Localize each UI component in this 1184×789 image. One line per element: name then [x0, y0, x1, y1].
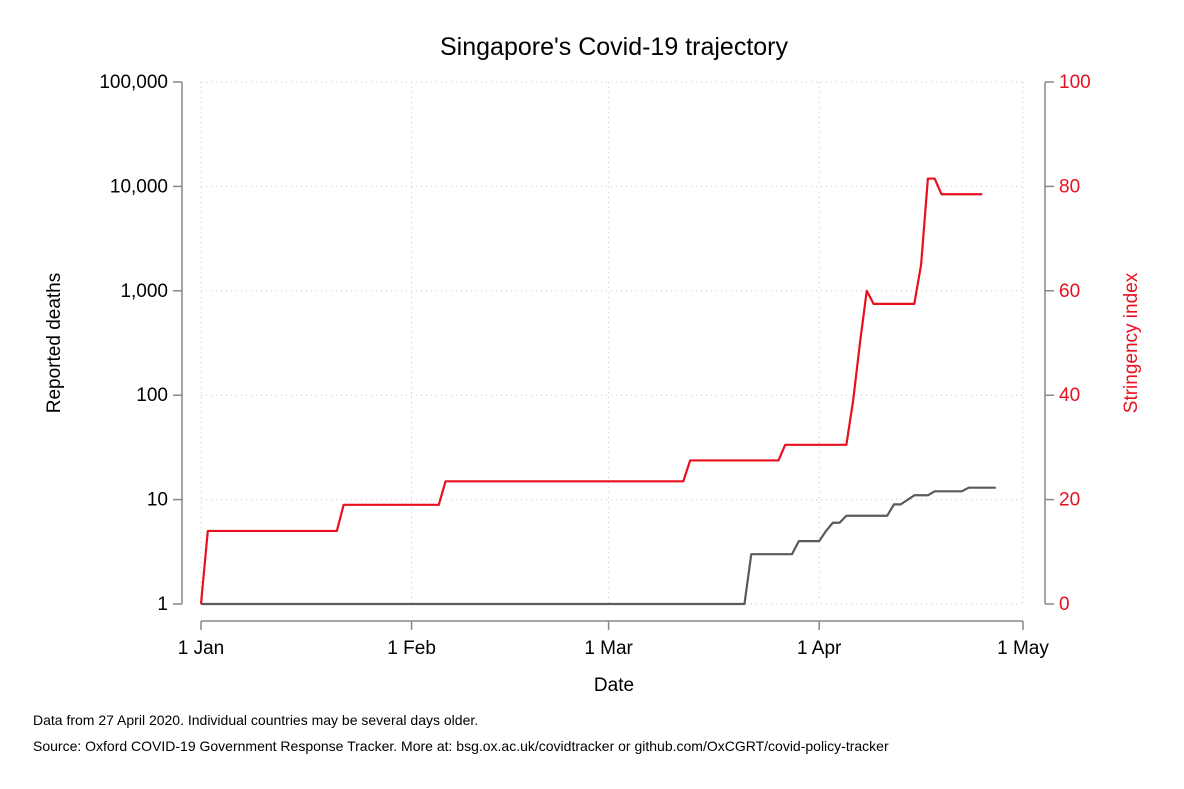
y-tick-label: 1	[157, 594, 168, 615]
x-tick-label: 1 Jan	[178, 638, 224, 659]
grid	[200, 81, 1024, 605]
x-tick-label: 1 Feb	[387, 638, 436, 659]
y2-axis-label: Stringency index	[1121, 272, 1142, 413]
source-note: Source: Oxford COVID-19 Government Respo…	[33, 738, 889, 754]
x-tick-label: 1 Mar	[584, 638, 633, 659]
series-lines	[199, 177, 996, 606]
axes: 1 10 100 1,000 10,000 100,000 1 Jan 1 Feb 1 Mar 1…	[99, 72, 1090, 659]
y-tick-label: 1,000	[120, 281, 168, 302]
y-tick-label: 100	[136, 385, 168, 406]
chart: Singapore's Covid-19 trajectory 1 10 100 1,…	[44, 33, 1142, 696]
reported-deaths-line	[201, 486, 996, 606]
y-axis-label: Reported deaths	[44, 273, 65, 414]
data-date-note: Data from 27 April 2020. Individual coun…	[33, 712, 479, 728]
x-axis-label: Date	[594, 675, 634, 696]
y2-tick-label: 40	[1059, 385, 1080, 406]
x-tick-label: 1 May	[997, 638, 1049, 659]
y-tick-label: 100,000	[99, 72, 168, 93]
y2-tick-label: 80	[1059, 176, 1080, 197]
chart-title: Singapore's Covid-19 trajectory	[440, 33, 788, 61]
y2-tick-label: 20	[1059, 490, 1080, 511]
y2-tick-label: 0	[1059, 594, 1070, 615]
y2-tick-label: 60	[1059, 281, 1080, 302]
y-tick-label: 10	[147, 490, 168, 511]
y2-tick-label: 100	[1059, 72, 1091, 93]
y-tick-label: 10,000	[110, 176, 168, 197]
x-tick-label: 1 Apr	[797, 638, 842, 659]
stringency-index-line	[199, 177, 983, 605]
